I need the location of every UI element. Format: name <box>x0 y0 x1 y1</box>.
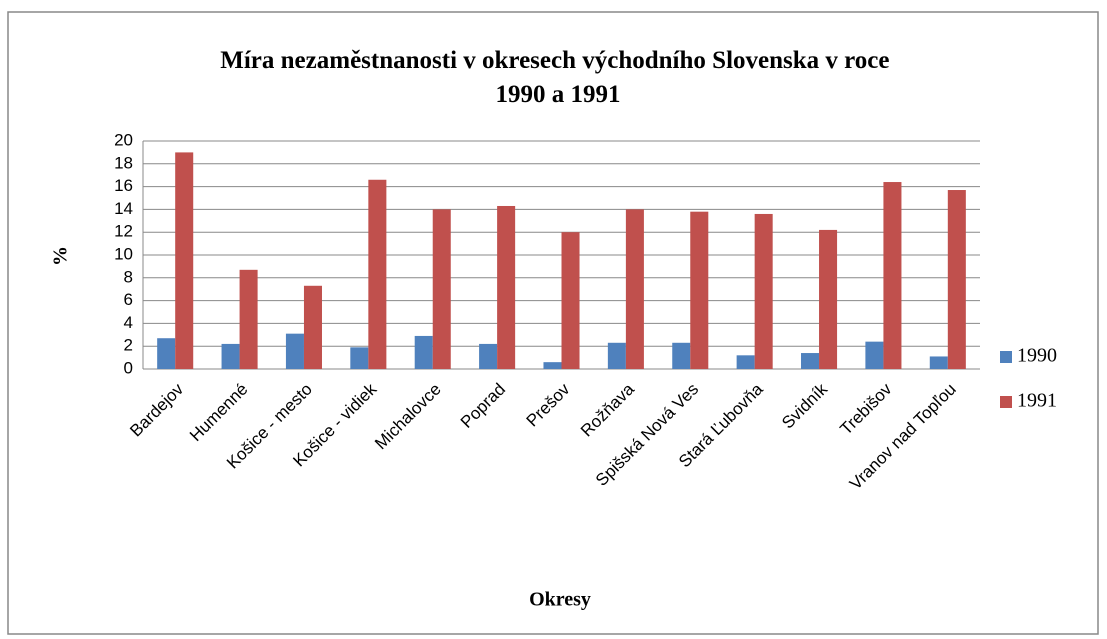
bar <box>607 342 626 369</box>
chart-title: Míra nezaměstnanosti v okresech východní… <box>220 47 895 108</box>
y-tick-label: 4 <box>124 313 133 332</box>
y-tick-label: 10 <box>114 244 133 263</box>
bar <box>175 152 194 369</box>
bar <box>414 335 433 369</box>
legend-swatch <box>1000 396 1012 408</box>
bar <box>497 205 516 369</box>
y-tick-label: 18 <box>114 153 133 172</box>
bar <box>543 362 562 369</box>
bar <box>368 179 387 369</box>
bar <box>690 211 709 369</box>
bar <box>736 355 755 369</box>
y-tick-label: 20 <box>114 130 133 149</box>
y-tick-label: 0 <box>124 358 133 377</box>
legend-label: 1991 <box>1017 390 1057 412</box>
bar <box>561 232 580 369</box>
bar <box>432 209 451 369</box>
bar <box>625 209 644 369</box>
y-tick-label: 2 <box>124 336 133 355</box>
bar <box>221 343 240 369</box>
bar <box>883 182 902 369</box>
bar <box>350 347 369 369</box>
bar <box>303 285 322 369</box>
bar <box>929 356 948 369</box>
y-tick-label: 6 <box>124 290 133 309</box>
bar <box>865 341 884 369</box>
y-tick-label: 16 <box>114 176 133 195</box>
bar <box>157 338 176 369</box>
legend-swatch <box>1000 351 1012 363</box>
y-tick-label: 8 <box>124 267 133 286</box>
bar <box>819 229 838 369</box>
x-axis-label: Okresy <box>529 589 591 611</box>
bar <box>479 343 498 369</box>
y-axis-label: % <box>50 246 72 266</box>
y-tick-label: 12 <box>114 222 133 241</box>
bar <box>239 269 258 369</box>
legend-label: 1990 <box>1017 345 1057 367</box>
bar <box>947 190 966 369</box>
bar <box>801 353 820 369</box>
bar <box>754 213 773 369</box>
bar <box>285 333 304 369</box>
y-tick-label: 14 <box>114 199 133 218</box>
bar <box>672 342 691 369</box>
